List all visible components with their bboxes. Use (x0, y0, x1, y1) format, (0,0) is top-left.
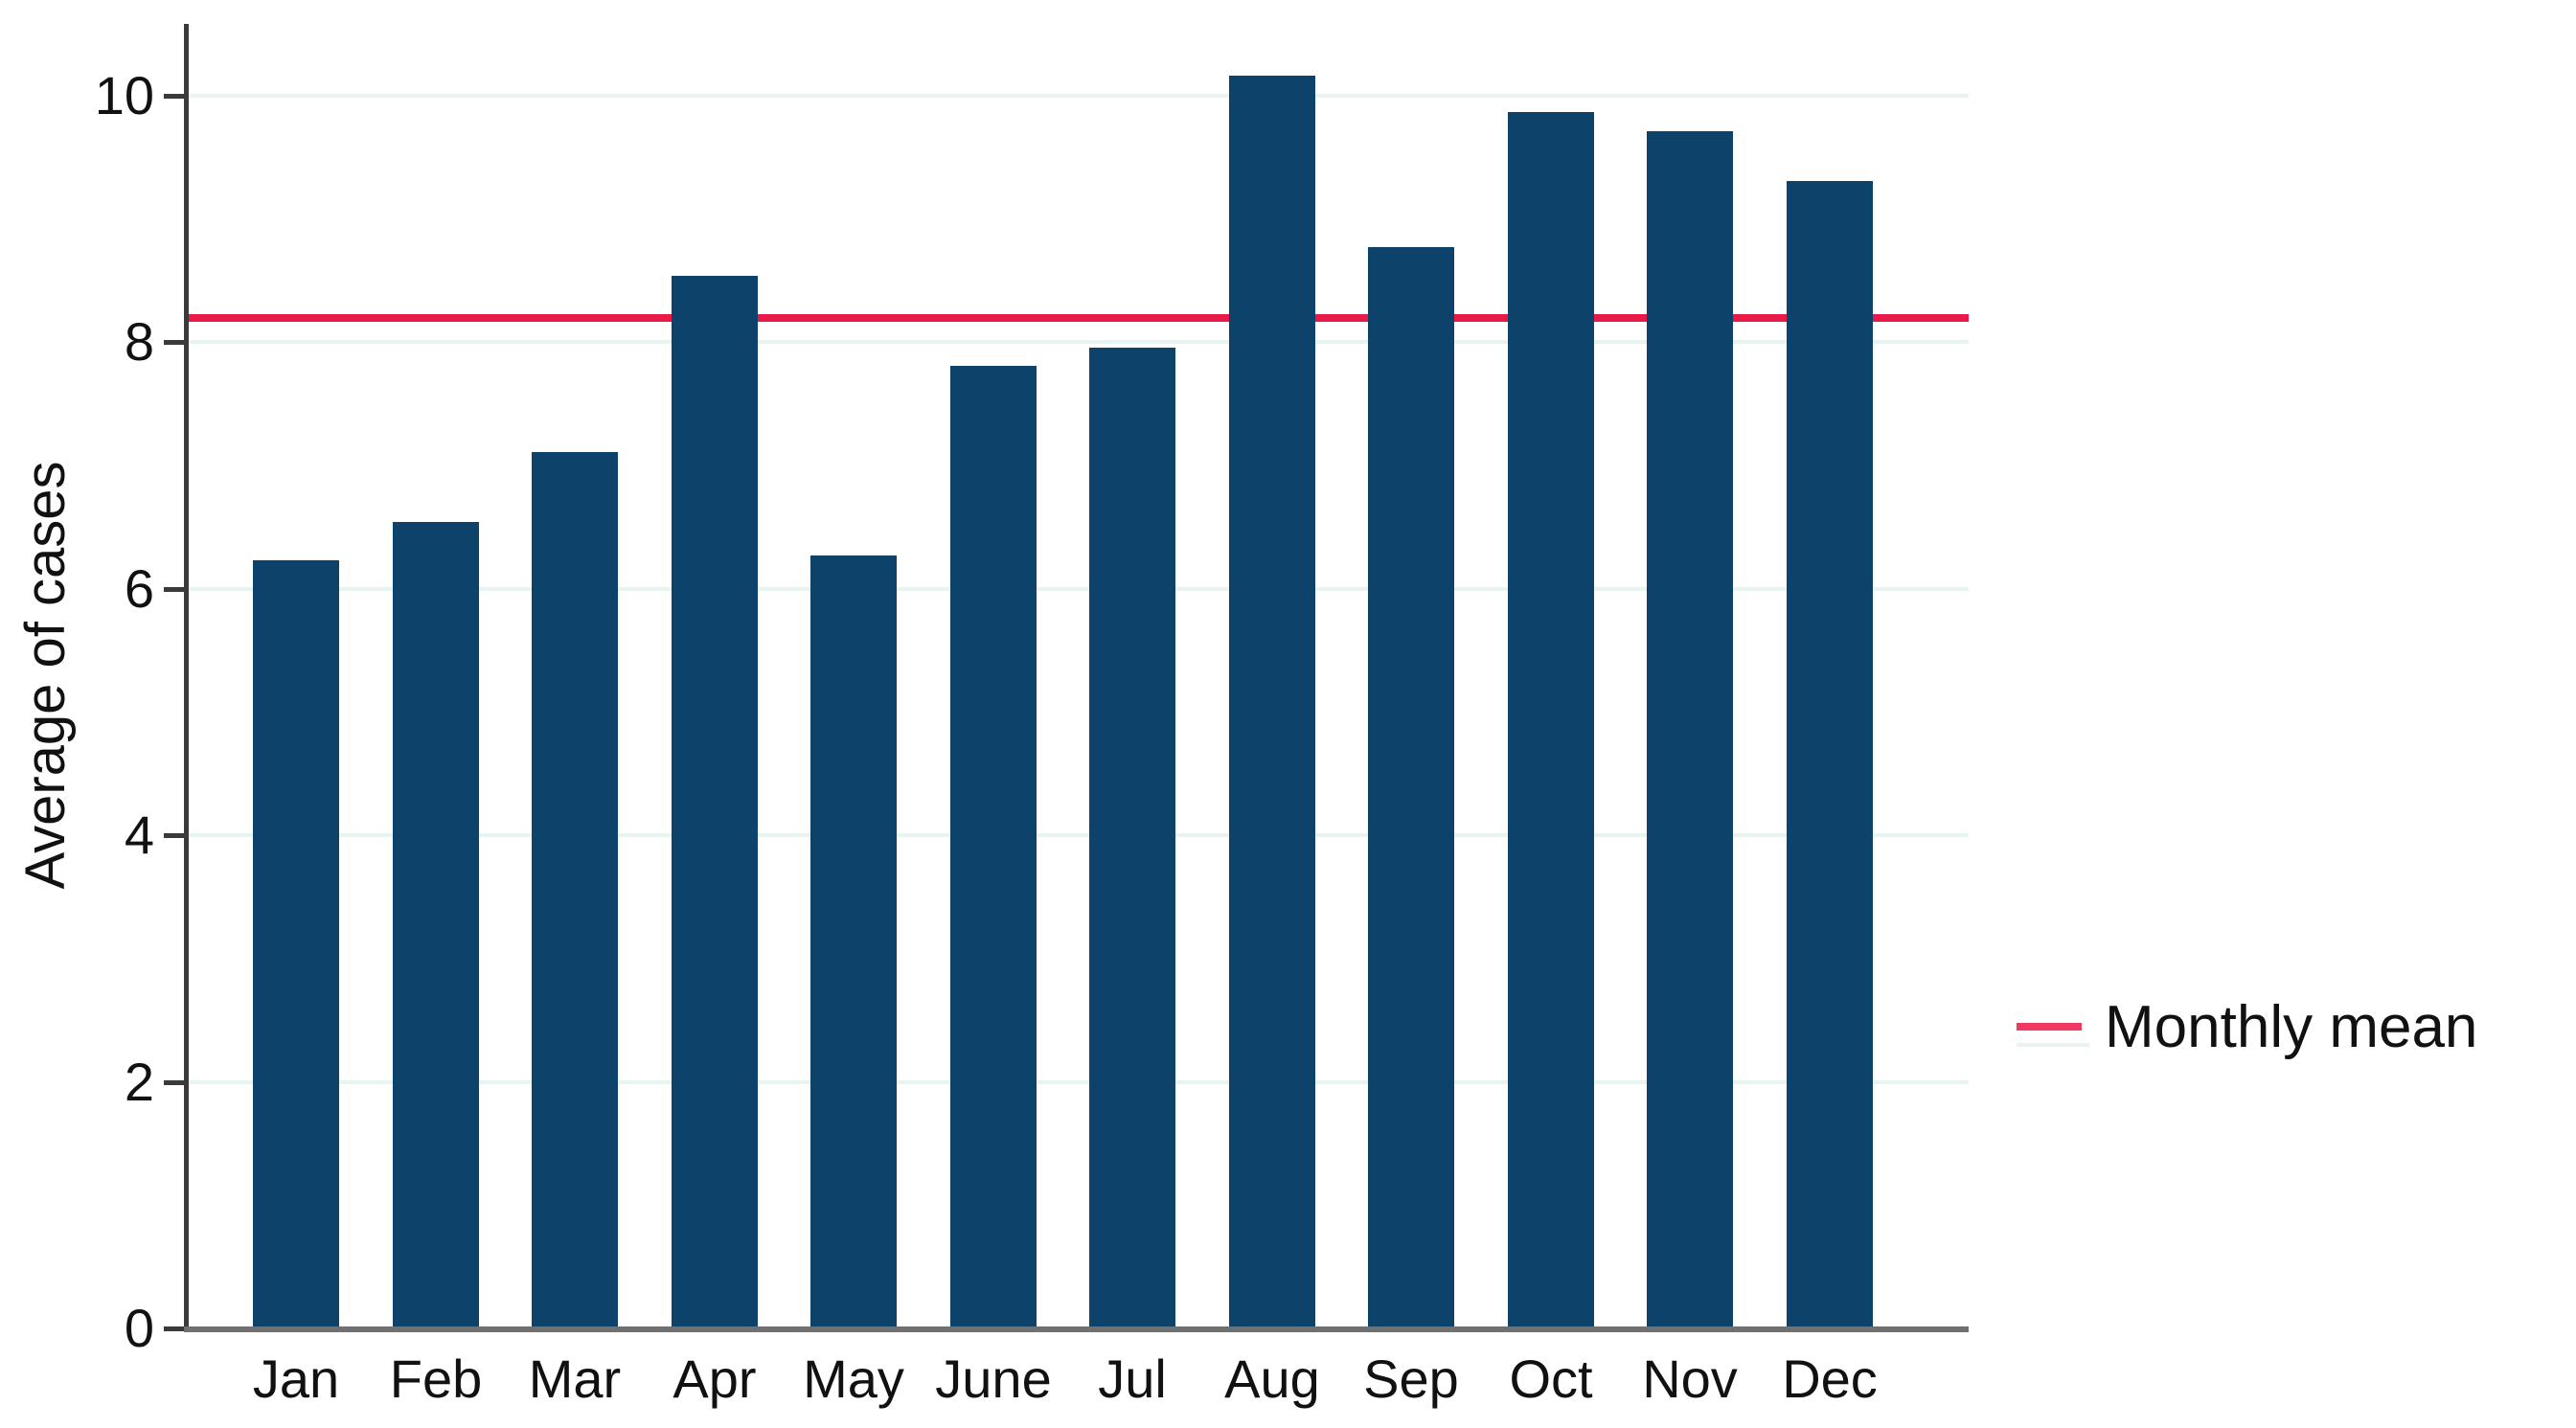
y-axis-line (184, 24, 189, 1332)
y-tick-4 (164, 833, 184, 839)
y-tick-8 (164, 340, 184, 346)
legend-line-swatch (2017, 1023, 2082, 1031)
bar-jul (1089, 348, 1175, 1328)
bar-sep (1368, 247, 1454, 1328)
y-tick-label-2: 2 (124, 1051, 154, 1112)
gridline-y4 (189, 833, 1969, 838)
gridline-y10 (189, 94, 1969, 98)
bar-aug (1229, 76, 1315, 1328)
y-tick-2 (164, 1079, 184, 1085)
y-tick-label-6: 6 (124, 557, 154, 619)
mean-line (189, 313, 1969, 322)
gridline-y2 (189, 1079, 1969, 1084)
y-tick-label-0: 0 (124, 1298, 154, 1358)
gridline-y6 (189, 586, 1969, 591)
x-axis-line (184, 1326, 1969, 1332)
x-tick-label-feb: Feb (389, 1349, 483, 1409)
y-tick-label-4: 4 (124, 805, 154, 866)
x-tick-label-jan: Jan (252, 1349, 340, 1409)
x-tick-label-dec: Dec (1782, 1349, 1878, 1409)
legend-gridline-artifact (2017, 1043, 2089, 1047)
x-tick-label-oct: Oct (1509, 1349, 1593, 1409)
bar-apr (672, 276, 758, 1328)
legend-swatch (2017, 991, 2105, 1064)
bar-mar (532, 452, 618, 1328)
bar-nov (1647, 131, 1733, 1328)
bar-may (810, 555, 897, 1328)
bar-jan (253, 560, 339, 1328)
x-tick-label-aug: Aug (1224, 1349, 1320, 1409)
bar-oct (1508, 112, 1594, 1328)
bar-dec (1787, 181, 1873, 1328)
x-tick-label-apr: Apr (672, 1349, 757, 1409)
gridline-y8 (189, 340, 1969, 345)
bar-june (950, 366, 1037, 1328)
x-tick-label-june: June (935, 1349, 1052, 1409)
y-tick-label-10: 10 (94, 65, 154, 125)
legend: Monthly mean (2017, 991, 2477, 1064)
legend-label: Monthly mean (2105, 994, 2478, 1060)
x-tick-label-jul: Jul (1098, 1349, 1167, 1409)
y-tick-label-8: 8 (124, 311, 154, 373)
x-tick-label-may: May (803, 1349, 904, 1409)
y-tick-10 (164, 94, 184, 99)
x-tick-label-mar: Mar (528, 1349, 622, 1409)
x-tick-label-nov: Nov (1642, 1349, 1738, 1409)
x-tick-label-sep: Sep (1363, 1349, 1459, 1409)
bar-feb (393, 522, 479, 1328)
y-tick-0 (164, 1326, 184, 1331)
y-tick-6 (164, 586, 184, 592)
